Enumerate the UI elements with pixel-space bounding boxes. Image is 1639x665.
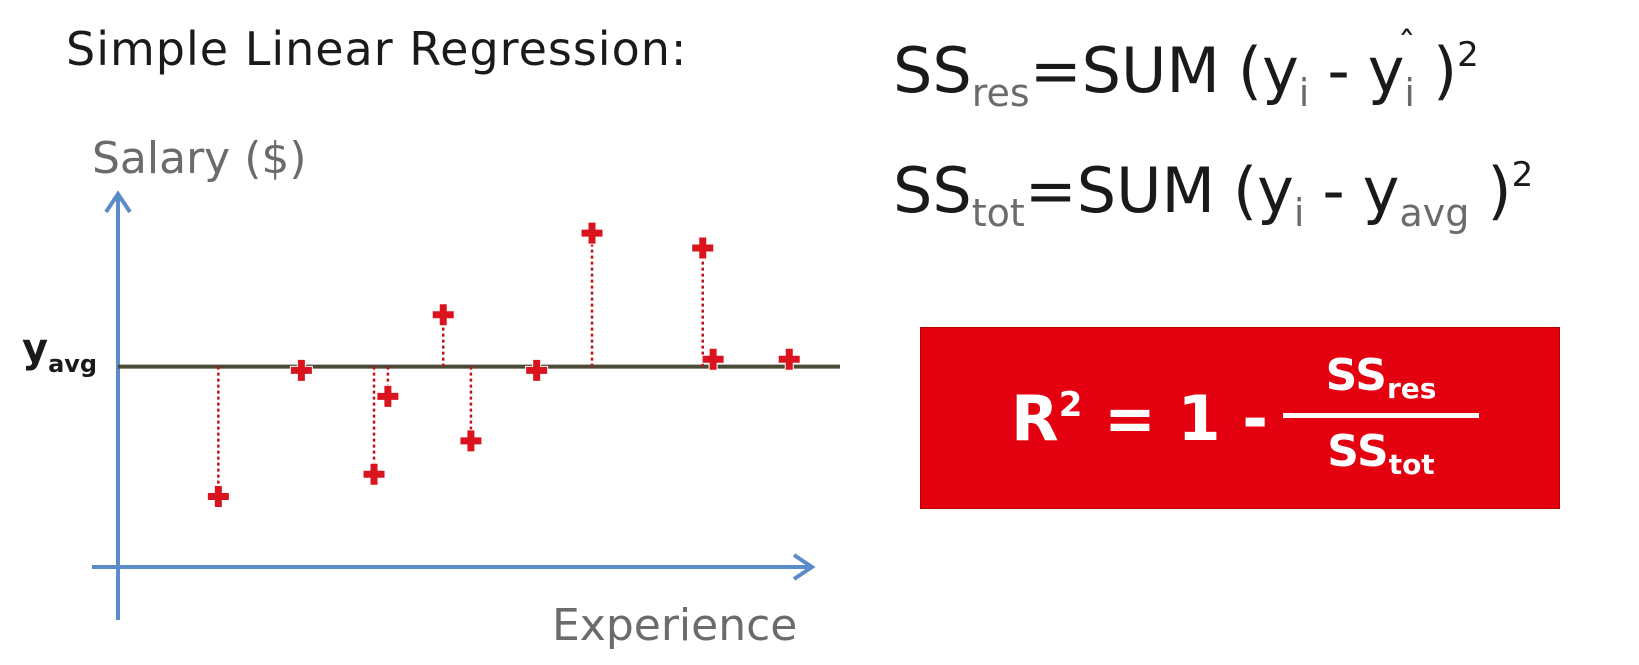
regression-plot: Salary ($) Experience yavg [22,133,840,651]
r2-fraction: SSres SStot [1283,354,1479,479]
ss-res-sum: SUM [1081,34,1220,107]
r2-r: R [1011,382,1059,455]
ss-res-y: y [1367,34,1405,107]
r2-pow: 2 [1058,385,1083,425]
ss-tot-sum: SUM [1076,154,1215,227]
fraction-bar [1283,413,1479,418]
ss-tot-i: i [1293,191,1305,235]
y-avg-label-y: y [22,326,48,372]
data-point [777,347,801,371]
ss-res-formula: SSres=SUM (yi - y ˆ i)2 [893,28,1479,115]
data-point [206,485,230,509]
ss-res-open: (y [1237,34,1299,107]
data-point [525,358,549,382]
r-squared-box: R2 = 1 - SSres SStot [920,327,1560,509]
r2-den-sub: tot [1388,448,1435,481]
ss-tot-formula: SStot=SUM (yi - yavg)2 [893,158,1533,232]
ss-tot-sub: tot [971,191,1025,235]
y-axis-arrow-icon [104,190,132,214]
ss-tot-pow: 2 [1511,155,1534,195]
r2-num-sub: res [1386,372,1437,405]
r2-num-ss: SS [1325,350,1387,401]
r2-den-ss: SS [1327,426,1389,477]
ss-tot-minus: - [1322,154,1345,227]
ss-tot-eq: = [1024,154,1077,227]
ss-tot-open: (y [1232,154,1294,227]
ss-res-i2: i [1404,71,1415,115]
data-point [691,236,715,260]
data-point [431,303,455,327]
y-avg-label-sub: avg [48,350,97,378]
data-point [701,347,725,371]
y-axis-label: Salary ($) [92,133,307,184]
ss-res-minus: - [1327,34,1350,107]
data-point [459,429,483,453]
data-point [289,358,313,382]
y-avg-label: yavg [22,326,97,378]
r2-numerator: SSres [1283,354,1479,403]
x-axis-label: Experience [552,600,797,651]
data-point [376,384,400,408]
ss-res-eq: = [1029,34,1082,107]
ss-tot-avg: avg [1399,191,1470,235]
ss-res-ss: SS [893,34,972,107]
ss-res-pow: 2 [1457,35,1479,75]
ss-res-sub: res [971,71,1030,115]
ss-res-i: i [1298,71,1310,115]
ss-tot-ss: SS [893,154,972,227]
ss-res-close: ) [1432,34,1458,107]
r-squared-lhs: R2 = 1 - [1011,388,1268,450]
x-axis-arrow-icon [792,553,816,581]
data-point [580,221,604,245]
data-point [362,462,386,486]
r2-denominator: SStot [1283,430,1479,479]
data-points [206,221,801,509]
ss-tot-close: ) [1487,154,1512,227]
hat-icon: ˆ [1397,25,1416,66]
ss-tot-y: y [1362,154,1400,227]
slide-title: Simple Linear Regression: [66,22,688,76]
r2-rest: = 1 - [1104,382,1269,455]
